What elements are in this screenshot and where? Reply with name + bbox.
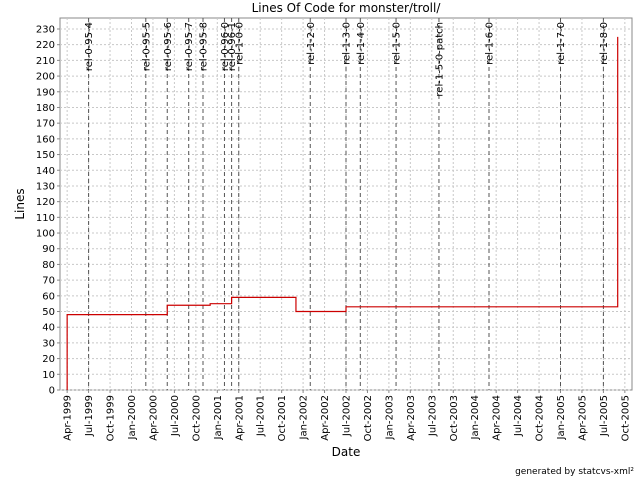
y-tick-label: 130 — [36, 181, 55, 192]
x-tick-label: Jul-2005 — [599, 395, 610, 437]
x-tick-label: Apr-2003 — [406, 395, 417, 441]
y-tick-label: 50 — [42, 307, 55, 318]
y-tick-label: 170 — [36, 119, 55, 130]
marker-label: rel-0-95-5 — [141, 22, 152, 71]
marker-label: rel-1-0-0 — [234, 22, 245, 65]
x-tick-label: Apr-2001 — [234, 395, 245, 441]
y-tick-label: 60 — [42, 291, 55, 302]
y-tick-label: 210 — [36, 56, 55, 67]
x-tick-label: Jul-2004 — [513, 395, 524, 437]
marker-label: rel-1-7-0 — [556, 22, 567, 65]
y-tick-label: 30 — [42, 338, 55, 349]
y-tick-label: 150 — [36, 150, 55, 161]
marker-label: rel-1-5-0-patch — [434, 22, 445, 97]
x-tick-label: Oct-2003 — [449, 395, 460, 441]
x-tick-label: Jul-2001 — [256, 395, 267, 437]
chart-title: Lines Of Code for monster/troll/ — [252, 1, 442, 15]
marker-label: rel-0-95-6 — [163, 22, 174, 71]
marker-label: rel-1-4-0 — [356, 22, 367, 65]
x-tick-label: Jan-2000 — [127, 395, 138, 440]
y-tick-label: 0 — [49, 386, 55, 397]
marker-label: rel-0-95-8 — [199, 22, 210, 71]
x-tick-label: Oct-1999 — [106, 395, 117, 441]
y-tick-label: 80 — [42, 260, 55, 271]
marker-label: rel-0-96-1 — [227, 22, 238, 71]
y-tick-label: 10 — [42, 370, 55, 381]
x-axis-label: Date — [332, 445, 361, 459]
x-tick-label: Apr-1999 — [63, 395, 74, 441]
y-tick-label: 120 — [36, 197, 55, 208]
marker-label: rel-1-5-0 — [392, 22, 403, 65]
footer: generated by statcvs-xml² — [515, 467, 634, 477]
y-tick-label: 100 — [36, 229, 55, 240]
y-tick-label: 230 — [36, 24, 55, 35]
x-tick-label: Apr-2004 — [492, 395, 503, 441]
x-tick-label: Oct-2004 — [535, 395, 546, 441]
x-tick-label: Jul-2002 — [342, 395, 353, 437]
y-axis-label: Lines — [13, 188, 27, 219]
y-tick-label: 200 — [36, 72, 55, 83]
y-tick-label: 180 — [36, 103, 55, 114]
marker-label: rel-1-6-0 — [485, 22, 496, 65]
marker-label: rel-0-96-0 — [220, 22, 231, 71]
x-tick-label: Oct-2002 — [363, 395, 374, 441]
x-tick-label: Apr-2000 — [148, 395, 159, 441]
x-tick-label: Oct-2001 — [277, 395, 288, 441]
marker-label: rel-0-95-4 — [84, 22, 95, 71]
y-tick-label: 110 — [36, 213, 55, 224]
x-tick-label: Jul-1999 — [84, 395, 95, 437]
marker-label: rel-1-3-0 — [342, 22, 353, 65]
y-tick-label: 190 — [36, 87, 55, 98]
marker-label: rel-1-8-0 — [599, 22, 610, 65]
x-tick-label: Jan-2003 — [384, 395, 395, 440]
y-tick-label: 220 — [36, 40, 55, 51]
marker-label: rel-0-95-7 — [184, 22, 195, 71]
marker-label: rel-1-2-0 — [306, 22, 317, 65]
x-tick-label: Apr-2002 — [320, 395, 331, 441]
y-tick-label: 140 — [36, 166, 55, 177]
x-tick-label: Jan-2001 — [213, 395, 224, 440]
x-tick-label: Jan-2002 — [299, 395, 310, 440]
x-tick-label: Jul-2003 — [427, 395, 438, 437]
x-tick-label: Jan-2004 — [470, 395, 481, 440]
x-tick-label: Oct-2005 — [620, 395, 631, 441]
x-tick-label: Apr-2005 — [577, 395, 588, 441]
x-tick-label: Jan-2005 — [556, 395, 567, 440]
y-tick-label: 20 — [42, 354, 55, 365]
y-tick-label: 70 — [42, 276, 55, 287]
y-tick-label: 160 — [36, 134, 55, 145]
y-tick-label: 90 — [42, 244, 55, 255]
x-tick-label: Jul-2000 — [170, 395, 181, 437]
x-tick-label: Oct-2000 — [191, 395, 202, 441]
data-line — [66, 36, 619, 390]
y-tick-label: 40 — [42, 323, 55, 334]
